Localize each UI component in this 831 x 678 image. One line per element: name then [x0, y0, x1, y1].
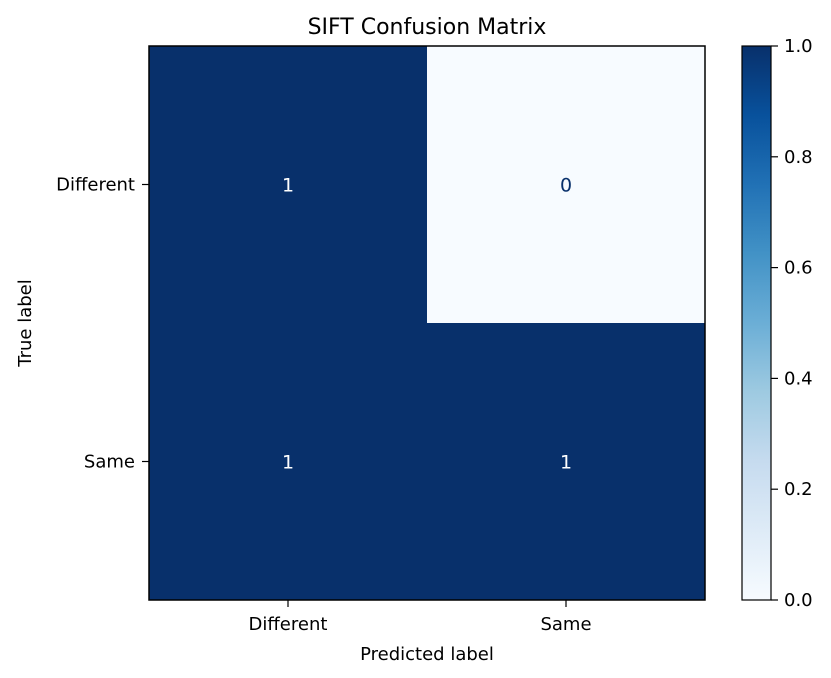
- colorbar-tick-label: 1.0: [784, 36, 813, 57]
- colorbar-tick-label: 0.8: [784, 147, 813, 168]
- heatmap-cell: [427, 323, 705, 600]
- heatmap-cell: [427, 46, 705, 323]
- chart-title: SIFT Confusion Matrix: [308, 15, 547, 40]
- cell-value-label: 1: [560, 452, 572, 474]
- x-axis-label: Predicted label: [360, 644, 494, 665]
- cell-value-label: 1: [282, 175, 294, 197]
- heatmap-cell: [149, 46, 427, 323]
- colorbar: [741, 45, 772, 601]
- x-tick-label: Same: [540, 614, 591, 635]
- colorbar-tick-label: 0.4: [784, 368, 813, 389]
- colorbar-tick-label: 0.0: [784, 590, 813, 611]
- colorbar-ticks: 0.0 0.2 0.4 0.6 0.8 1.0: [771, 36, 813, 611]
- cell-value-label: 0: [560, 175, 572, 197]
- heatmap-cell: [149, 323, 427, 600]
- cell-value-label: 1: [282, 452, 294, 474]
- colorbar-tick-label: 0.6: [784, 258, 813, 279]
- y-axis-ticks: Different Same: [56, 175, 149, 473]
- heatmap-cell-labels: 1 0 1 1: [282, 175, 572, 474]
- heatmap-cells: [149, 46, 705, 600]
- y-axis-label: True label: [15, 279, 36, 368]
- y-tick-label: Different: [56, 175, 135, 196]
- x-axis-ticks: Different Same: [249, 600, 592, 635]
- colorbar-tick-label: 0.2: [784, 479, 813, 500]
- plot-frame: [148, 45, 706, 601]
- y-tick-label: Same: [84, 452, 135, 473]
- x-tick-label: Different: [249, 614, 328, 635]
